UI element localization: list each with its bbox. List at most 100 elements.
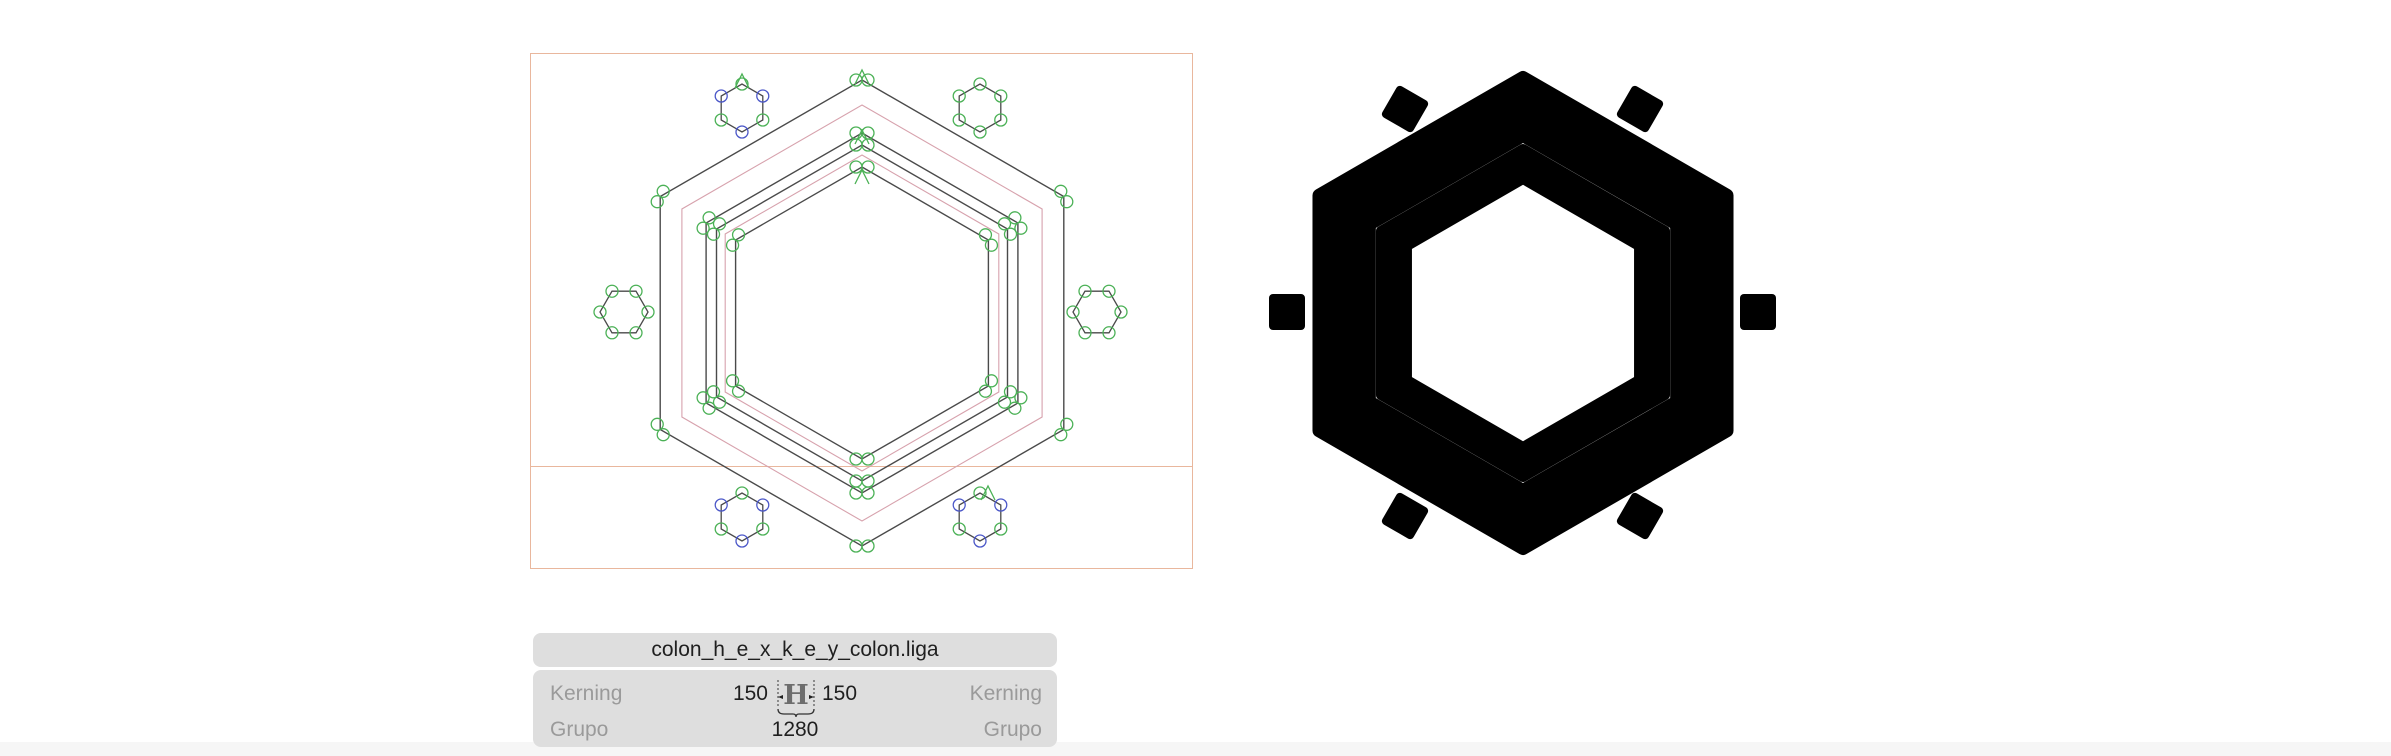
preview-bolt-4 — [1381, 492, 1429, 540]
bottom-bar — [0, 742, 2391, 756]
glyph-name-field[interactable]: colon_h_e_x_k_e_y_colon.liga — [533, 633, 1057, 667]
node-point — [1014, 391, 1028, 405]
node-point — [1008, 211, 1022, 225]
bolt-contour-0 — [720, 83, 764, 133]
node-point — [861, 539, 875, 553]
start-point-marker — [854, 68, 870, 85]
bolt-node — [1066, 305, 1080, 319]
inner-hex-frame — [1375, 144, 1671, 482]
start-point-marker — [980, 484, 996, 501]
node-point — [1060, 195, 1074, 209]
start-point-marker — [734, 72, 750, 89]
preview-bolt-5 — [1616, 492, 1664, 540]
outline-nodes[interactable] — [593, 73, 1128, 553]
bolt-node — [973, 125, 987, 139]
node-point — [706, 227, 721, 241]
bolt-node — [756, 89, 770, 103]
node-point — [731, 384, 746, 398]
node-point — [656, 184, 670, 198]
left-group-label[interactable]: Grupo — [550, 718, 609, 741]
node-point — [984, 374, 999, 388]
node-point — [997, 217, 1012, 231]
node-point — [861, 474, 875, 488]
left-sidebearing-value[interactable]: 150 — [732, 682, 768, 705]
node-point — [849, 160, 863, 174]
preview-bolt-1 — [1616, 85, 1664, 133]
bolt-node — [994, 89, 1008, 103]
bolt-node — [605, 326, 619, 340]
node-point — [1054, 428, 1068, 442]
bolt-node — [1102, 284, 1116, 298]
node-point — [1003, 227, 1018, 241]
bolt-node — [714, 113, 728, 127]
node-point — [725, 238, 740, 252]
node-point — [696, 221, 710, 235]
bolt-node — [714, 498, 728, 512]
node-point — [702, 211, 716, 225]
bolt-node — [994, 498, 1008, 512]
node-point — [712, 217, 727, 231]
glyph-name-text: colon_h_e_x_k_e_y_colon.liga — [651, 638, 939, 661]
bolt-node — [735, 125, 749, 139]
preview-bolt-3 — [1740, 294, 1776, 330]
node-point — [706, 385, 721, 399]
bolt-node — [952, 522, 966, 536]
node-point — [731, 228, 746, 242]
bolt-contour-5 — [958, 492, 1002, 542]
node-point — [997, 395, 1012, 409]
bolt-node — [994, 522, 1008, 536]
bolt-node — [593, 305, 607, 319]
bolt-node — [952, 498, 966, 512]
bolt-node — [952, 113, 966, 127]
glyph-info-panel: colon_h_e_x_k_e_y_colon.liga Kerning Gru… — [533, 633, 1057, 747]
hexagon-contour-1 — [681, 104, 1043, 522]
hexagon-contour-4 — [724, 154, 1000, 472]
right-kerning-group-label[interactable]: Kerning — [969, 682, 1042, 705]
node-point — [978, 384, 993, 398]
bolt-node — [605, 284, 619, 298]
node-point — [1008, 401, 1022, 415]
node-point — [1054, 184, 1068, 198]
bolt-node — [1102, 326, 1116, 340]
bolt-node — [735, 486, 749, 500]
bolt-node — [1078, 326, 1092, 340]
node-point — [1060, 417, 1074, 431]
bolt-node — [735, 77, 749, 91]
glyph-h-sidebearing-icon: H — [777, 680, 815, 718]
right-sidebearing-value[interactable]: 150 — [822, 682, 858, 705]
node-point — [1003, 385, 1018, 399]
node-point — [702, 401, 716, 415]
bolt-node — [973, 77, 987, 91]
bolt-node — [973, 534, 987, 548]
node-point — [696, 391, 710, 405]
bolt-node — [629, 326, 643, 340]
bolt-contour-3 — [1072, 290, 1122, 334]
bolt-node — [756, 522, 770, 536]
baseline-guide — [530, 466, 1193, 467]
bolt-node — [735, 534, 749, 548]
node-point — [849, 73, 863, 87]
bolt-node — [756, 498, 770, 512]
bolt-contour-2 — [599, 290, 649, 334]
node-point — [712, 395, 727, 409]
node-point — [978, 228, 993, 242]
node-point — [656, 428, 670, 442]
bolt-node — [629, 284, 643, 298]
glyph-width-value[interactable]: 1280 — [771, 718, 819, 741]
node-point — [861, 452, 875, 466]
bolt-contour-1 — [958, 83, 1002, 133]
bolt-node — [994, 113, 1008, 127]
bolt-node — [714, 89, 728, 103]
bolt-node — [973, 486, 987, 500]
bolt-contour-4 — [720, 492, 764, 542]
start-point-marker — [854, 168, 870, 185]
node-point — [650, 417, 664, 431]
right-group-label[interactable]: Grupo — [983, 718, 1042, 741]
left-kerning-group-label[interactable]: Kerning — [550, 682, 623, 705]
bolt-node — [1114, 305, 1128, 319]
node-point — [984, 238, 999, 252]
preview-bolt-0 — [1381, 85, 1429, 133]
